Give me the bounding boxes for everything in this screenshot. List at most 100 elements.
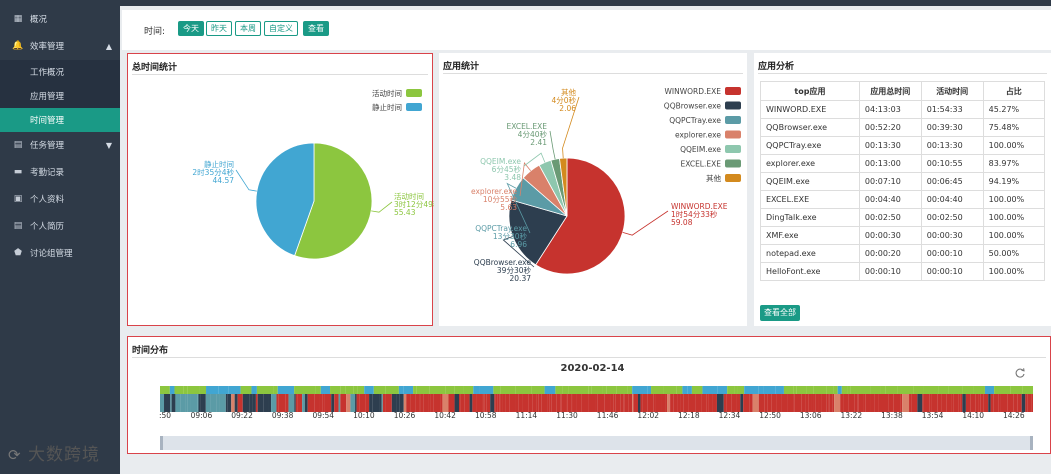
app-segment xyxy=(670,394,674,412)
table-row[interactable]: explorer.exe 00:13:00 00:10:55 83.97% xyxy=(760,154,1046,173)
sidebar-subitem[interactable]: 应用管理 xyxy=(0,84,120,108)
query-button[interactable]: 查看 xyxy=(303,21,329,36)
app-segment xyxy=(771,394,777,412)
zoom-slider-handle[interactable] xyxy=(1030,436,1033,450)
refresh-icon[interactable] xyxy=(1014,367,1026,379)
app-segment xyxy=(667,394,670,412)
app-segment xyxy=(369,394,373,412)
app-segment xyxy=(990,394,994,412)
app-segment xyxy=(472,394,477,412)
app-segment xyxy=(633,394,639,412)
today-button[interactable]: 今天 xyxy=(178,21,204,36)
app-segment xyxy=(304,394,308,412)
table-row[interactable]: notepad.exe 00:00:20 00:00:10 50.00% xyxy=(760,244,1046,263)
activity-segment xyxy=(758,386,764,394)
app-segment xyxy=(509,394,516,412)
activity-segment xyxy=(775,386,784,394)
sidebar-item[interactable]: ⬟ 讨论组管理 xyxy=(0,240,120,266)
sidebar-item[interactable]: ▤ 个人简历 xyxy=(0,213,120,239)
app-segment xyxy=(482,394,484,412)
app-segment xyxy=(406,394,411,412)
app-segment xyxy=(346,394,351,412)
app-segment xyxy=(171,394,176,412)
activity-segment xyxy=(913,386,924,394)
axis-tick-label: 09:06 xyxy=(190,411,213,420)
table-cell: 00:00:10 xyxy=(920,244,984,263)
axis-tick-label: 09:22 xyxy=(231,411,253,420)
legend-swatch xyxy=(725,87,741,95)
activity-segment xyxy=(555,386,563,394)
sidebar-subitem[interactable]: 工作概况 xyxy=(0,60,120,84)
app-segment xyxy=(237,394,240,412)
legend-swatch xyxy=(725,101,741,110)
sidebar-item-label: 效率管理 xyxy=(30,42,65,52)
activity-segment xyxy=(228,386,241,394)
app-segment xyxy=(210,394,217,412)
activity-segment xyxy=(240,386,252,394)
sidebar-item[interactable]: ▦ 概况 xyxy=(0,6,120,32)
app-segment xyxy=(440,394,443,412)
activity-segment xyxy=(568,386,582,394)
app-segment xyxy=(556,394,561,412)
slice-percent-label: 5.63 xyxy=(500,203,517,212)
table-row[interactable]: QQBrowser.exe 00:52:20 00:39:30 75.48% xyxy=(760,118,1046,137)
activity-segment xyxy=(169,386,175,394)
zoom-slider-handle[interactable] xyxy=(160,436,163,450)
legend-label: EXCEL.EXE xyxy=(681,160,722,169)
app-segment xyxy=(566,394,568,412)
table-row[interactable]: XMF.exe 00:00:30 00:00:30 100.00% xyxy=(760,226,1046,245)
table-row[interactable]: EXCEL.EXE 00:04:40 00:04:40 100.00% xyxy=(760,190,1046,209)
app-segment xyxy=(911,394,918,412)
pie-slice[interactable] xyxy=(559,157,568,217)
sidebar-subitem[interactable]: 时间管理 xyxy=(0,108,120,132)
table-row[interactable]: HelloFont.exe 00:00:10 00:00:10 100.00% xyxy=(760,262,1046,281)
app-segment xyxy=(356,394,360,412)
activity-segment xyxy=(880,386,886,394)
table-cell: 00:13:00 xyxy=(858,154,922,173)
table-row[interactable]: WINWORD.EXE 04:13:03 01:54:33 45.27% xyxy=(760,100,1046,119)
sidebar-item[interactable]: ▤ 任务管理 ▼ xyxy=(0,132,120,158)
app-segment xyxy=(829,394,833,412)
slice-duration-label: 39分30秒 xyxy=(497,265,532,275)
sidebar-item[interactable]: ▬ 考勤记录 xyxy=(0,159,120,185)
app-segment xyxy=(242,394,250,412)
axis-tick-label: 10:58 xyxy=(474,411,497,420)
activity-segment xyxy=(717,386,728,394)
column-header: 活动时间 xyxy=(920,81,984,101)
yesterday-button[interactable]: 昨天 xyxy=(206,21,232,36)
app-segment xyxy=(677,394,681,412)
app-segment xyxy=(202,394,206,412)
table-cell: 04:13:03 xyxy=(858,100,922,119)
custom-button[interactable]: 自定义 xyxy=(264,21,298,36)
sidebar-item-label: 任务管理 xyxy=(30,141,65,151)
table-row[interactable]: DingTalk.exe 00:02:50 00:02:50 100.00% xyxy=(760,208,1046,227)
sidebar-item[interactable]: 🔔 效率管理 ▲ xyxy=(0,33,120,59)
app-segment xyxy=(998,394,1001,412)
app-segment xyxy=(653,394,656,412)
app-segment xyxy=(680,394,683,412)
pie-slice[interactable] xyxy=(508,199,568,266)
axis-tick-label: 13:06 xyxy=(799,411,822,420)
table-row[interactable]: QQPCTray.exe 00:13:30 00:13:30 100.00% xyxy=(760,136,1046,155)
app-segment xyxy=(528,394,533,412)
app-segment xyxy=(382,394,386,412)
app-segment xyxy=(538,394,542,412)
sidebar-item[interactable]: ▣ 个人资料 xyxy=(0,186,120,212)
app-segment xyxy=(541,394,548,412)
activity-segment xyxy=(647,386,652,394)
zoom-slider-track[interactable] xyxy=(160,436,1033,450)
app-segment xyxy=(793,394,795,412)
activity-segment xyxy=(357,386,365,394)
legend-swatch xyxy=(406,103,422,111)
legend-swatch xyxy=(725,174,741,182)
pie-slice[interactable] xyxy=(294,142,373,260)
this-week-button[interactable]: 本周 xyxy=(235,21,261,36)
app-segment xyxy=(736,394,741,412)
app-segment xyxy=(683,394,689,412)
table-row[interactable]: QQEIM.exe 00:07:10 00:06:45 94.19% xyxy=(760,172,1046,191)
app-segment xyxy=(695,394,702,412)
activity-segment xyxy=(320,386,331,394)
view-all-button[interactable]: 查看全部 xyxy=(760,305,800,321)
app-segment xyxy=(937,394,942,412)
shield-icon: ⬟ xyxy=(14,248,22,258)
